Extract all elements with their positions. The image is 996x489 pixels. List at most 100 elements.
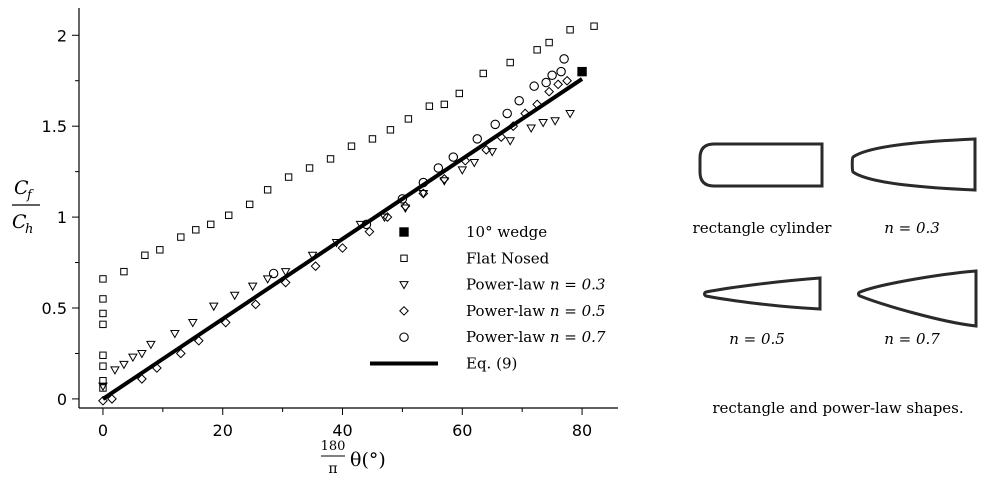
data-point-series-2 [550, 117, 560, 126]
data-point-series-1 [479, 69, 487, 78]
data-point-series-1 [326, 155, 335, 163]
data-point-series-4 [514, 95, 524, 106]
rectangle-cylinder-shape [698, 142, 824, 188]
data-point-series-1 [305, 164, 314, 172]
data-point-series-1 [120, 267, 128, 276]
data-point-series-1 [368, 135, 377, 143]
data-point-series-1 [263, 186, 272, 194]
data-point-series-1 [533, 46, 541, 54]
data-point-series-0 [577, 66, 587, 77]
data-point-series-4 [529, 81, 539, 91]
axes-frame [78, 8, 618, 409]
x-tick-label: 0 [98, 421, 108, 440]
data-point-series-2 [98, 382, 108, 392]
xlabel-fraction-numerator: 180 [321, 439, 346, 454]
label-n07: n = 0.7 [884, 330, 940, 348]
x-axis-label: 180 π θ(°) [321, 439, 386, 477]
legend-label-2: Power-law n = 0.3 [466, 276, 605, 294]
legend-label-text: Power-law [466, 276, 545, 294]
label-n03: n = 0.3 [884, 219, 940, 237]
data-point-series-2 [418, 189, 429, 199]
data-point-series-1 [386, 126, 395, 134]
data-point-series-3 [250, 299, 261, 310]
data-point-series-3 [364, 226, 375, 237]
data-point-series-1 [99, 377, 107, 385]
shape-labels: rectangle cylinder n = 0.3 n = 0.5 n = 0… [693, 219, 964, 417]
data-point-series-2 [128, 353, 138, 363]
data-point-series-4 [448, 152, 459, 162]
data-point-series-2 [208, 302, 219, 312]
data-point-series-1 [566, 26, 574, 34]
legend-marker-2 [399, 281, 409, 290]
data-point-series-3 [107, 394, 117, 404]
data-point-series-3 [553, 79, 564, 90]
data-point-series-2 [280, 268, 291, 277]
data-point-series-2 [505, 137, 516, 146]
legend-label-text: Power-law [466, 328, 545, 346]
label-n05: n = 0.5 [729, 330, 785, 348]
data-point-series-4 [397, 194, 408, 204]
data-point-series-1 [99, 351, 107, 359]
data-point-series-2 [457, 166, 468, 175]
data-point-series-2 [379, 213, 390, 223]
legend-label-text: Flat Nosed [466, 249, 550, 267]
ylabel-num-subscript: f [26, 188, 34, 203]
data-point-series-3 [400, 201, 411, 212]
y-axis-label: C f C h [12, 177, 40, 237]
legend-label-text: 10° wedge [466, 223, 547, 241]
data-point-series-4 [268, 268, 279, 279]
x-tick-label: 60 [452, 421, 472, 440]
data-point-series-3 [481, 144, 492, 155]
legend-label-3: Power-law n = 0.5 [466, 302, 605, 320]
data-point-series-1 [141, 251, 149, 259]
data-point-series-3 [337, 243, 348, 253]
x-tick-label: 20 [213, 421, 233, 440]
power-law-n05-shape [703, 276, 822, 311]
legend-label-math: n = 0.3 [545, 276, 605, 294]
legend-marker-0 [399, 227, 409, 237]
y-tick-label: 0.5 [42, 299, 67, 318]
data-point-series-4 [547, 70, 557, 81]
data-point-series-2 [229, 291, 240, 301]
data-point-series-3 [310, 261, 321, 272]
data-point-series-1 [225, 211, 233, 219]
data-point-series-1 [590, 22, 598, 30]
data-point-series-2 [565, 109, 575, 119]
data-point-series-2 [119, 360, 129, 370]
y-tick-label: 1 [57, 208, 67, 227]
data-point-series-3 [544, 86, 555, 97]
y-tick-label: 2 [57, 26, 67, 45]
ylabel-num-symbol: C [14, 177, 29, 199]
data-point-series-1 [156, 246, 164, 254]
data-point-series-1 [207, 220, 215, 229]
data-point-series-2 [526, 124, 537, 134]
data-point-series-1 [455, 89, 463, 98]
data-point-series-1 [440, 100, 449, 109]
y-tick-label: 1.5 [42, 117, 67, 136]
power-law-n03-shape [850, 137, 977, 192]
data-point-series-1 [99, 320, 107, 329]
data-point-series-2 [487, 148, 498, 157]
y-tick-label: 0 [57, 390, 67, 409]
data-point-series-4 [472, 134, 483, 144]
data-point-series-1 [347, 142, 356, 150]
data-point-series-1 [99, 309, 107, 318]
data-point-series-1 [545, 38, 553, 47]
data-point-series-3 [382, 212, 393, 222]
x-tick-label: 40 [332, 421, 352, 440]
xlabel-fraction-denominator: π [328, 461, 337, 477]
data-point-series-2 [146, 340, 156, 350]
axis-ticks [72, 34, 583, 415]
data-point-series-2 [538, 119, 549, 128]
legend-marker-4 [399, 332, 409, 342]
data-point-series-4 [490, 119, 500, 130]
data-point-series-2 [137, 349, 147, 359]
data-point-series-3 [175, 348, 186, 359]
data-point-series-2 [169, 329, 180, 339]
data-point-series-1 [99, 362, 107, 370]
data-point-series-2 [247, 282, 258, 292]
data-point-series-1 [245, 200, 254, 209]
legend-marker-3 [399, 305, 409, 316]
